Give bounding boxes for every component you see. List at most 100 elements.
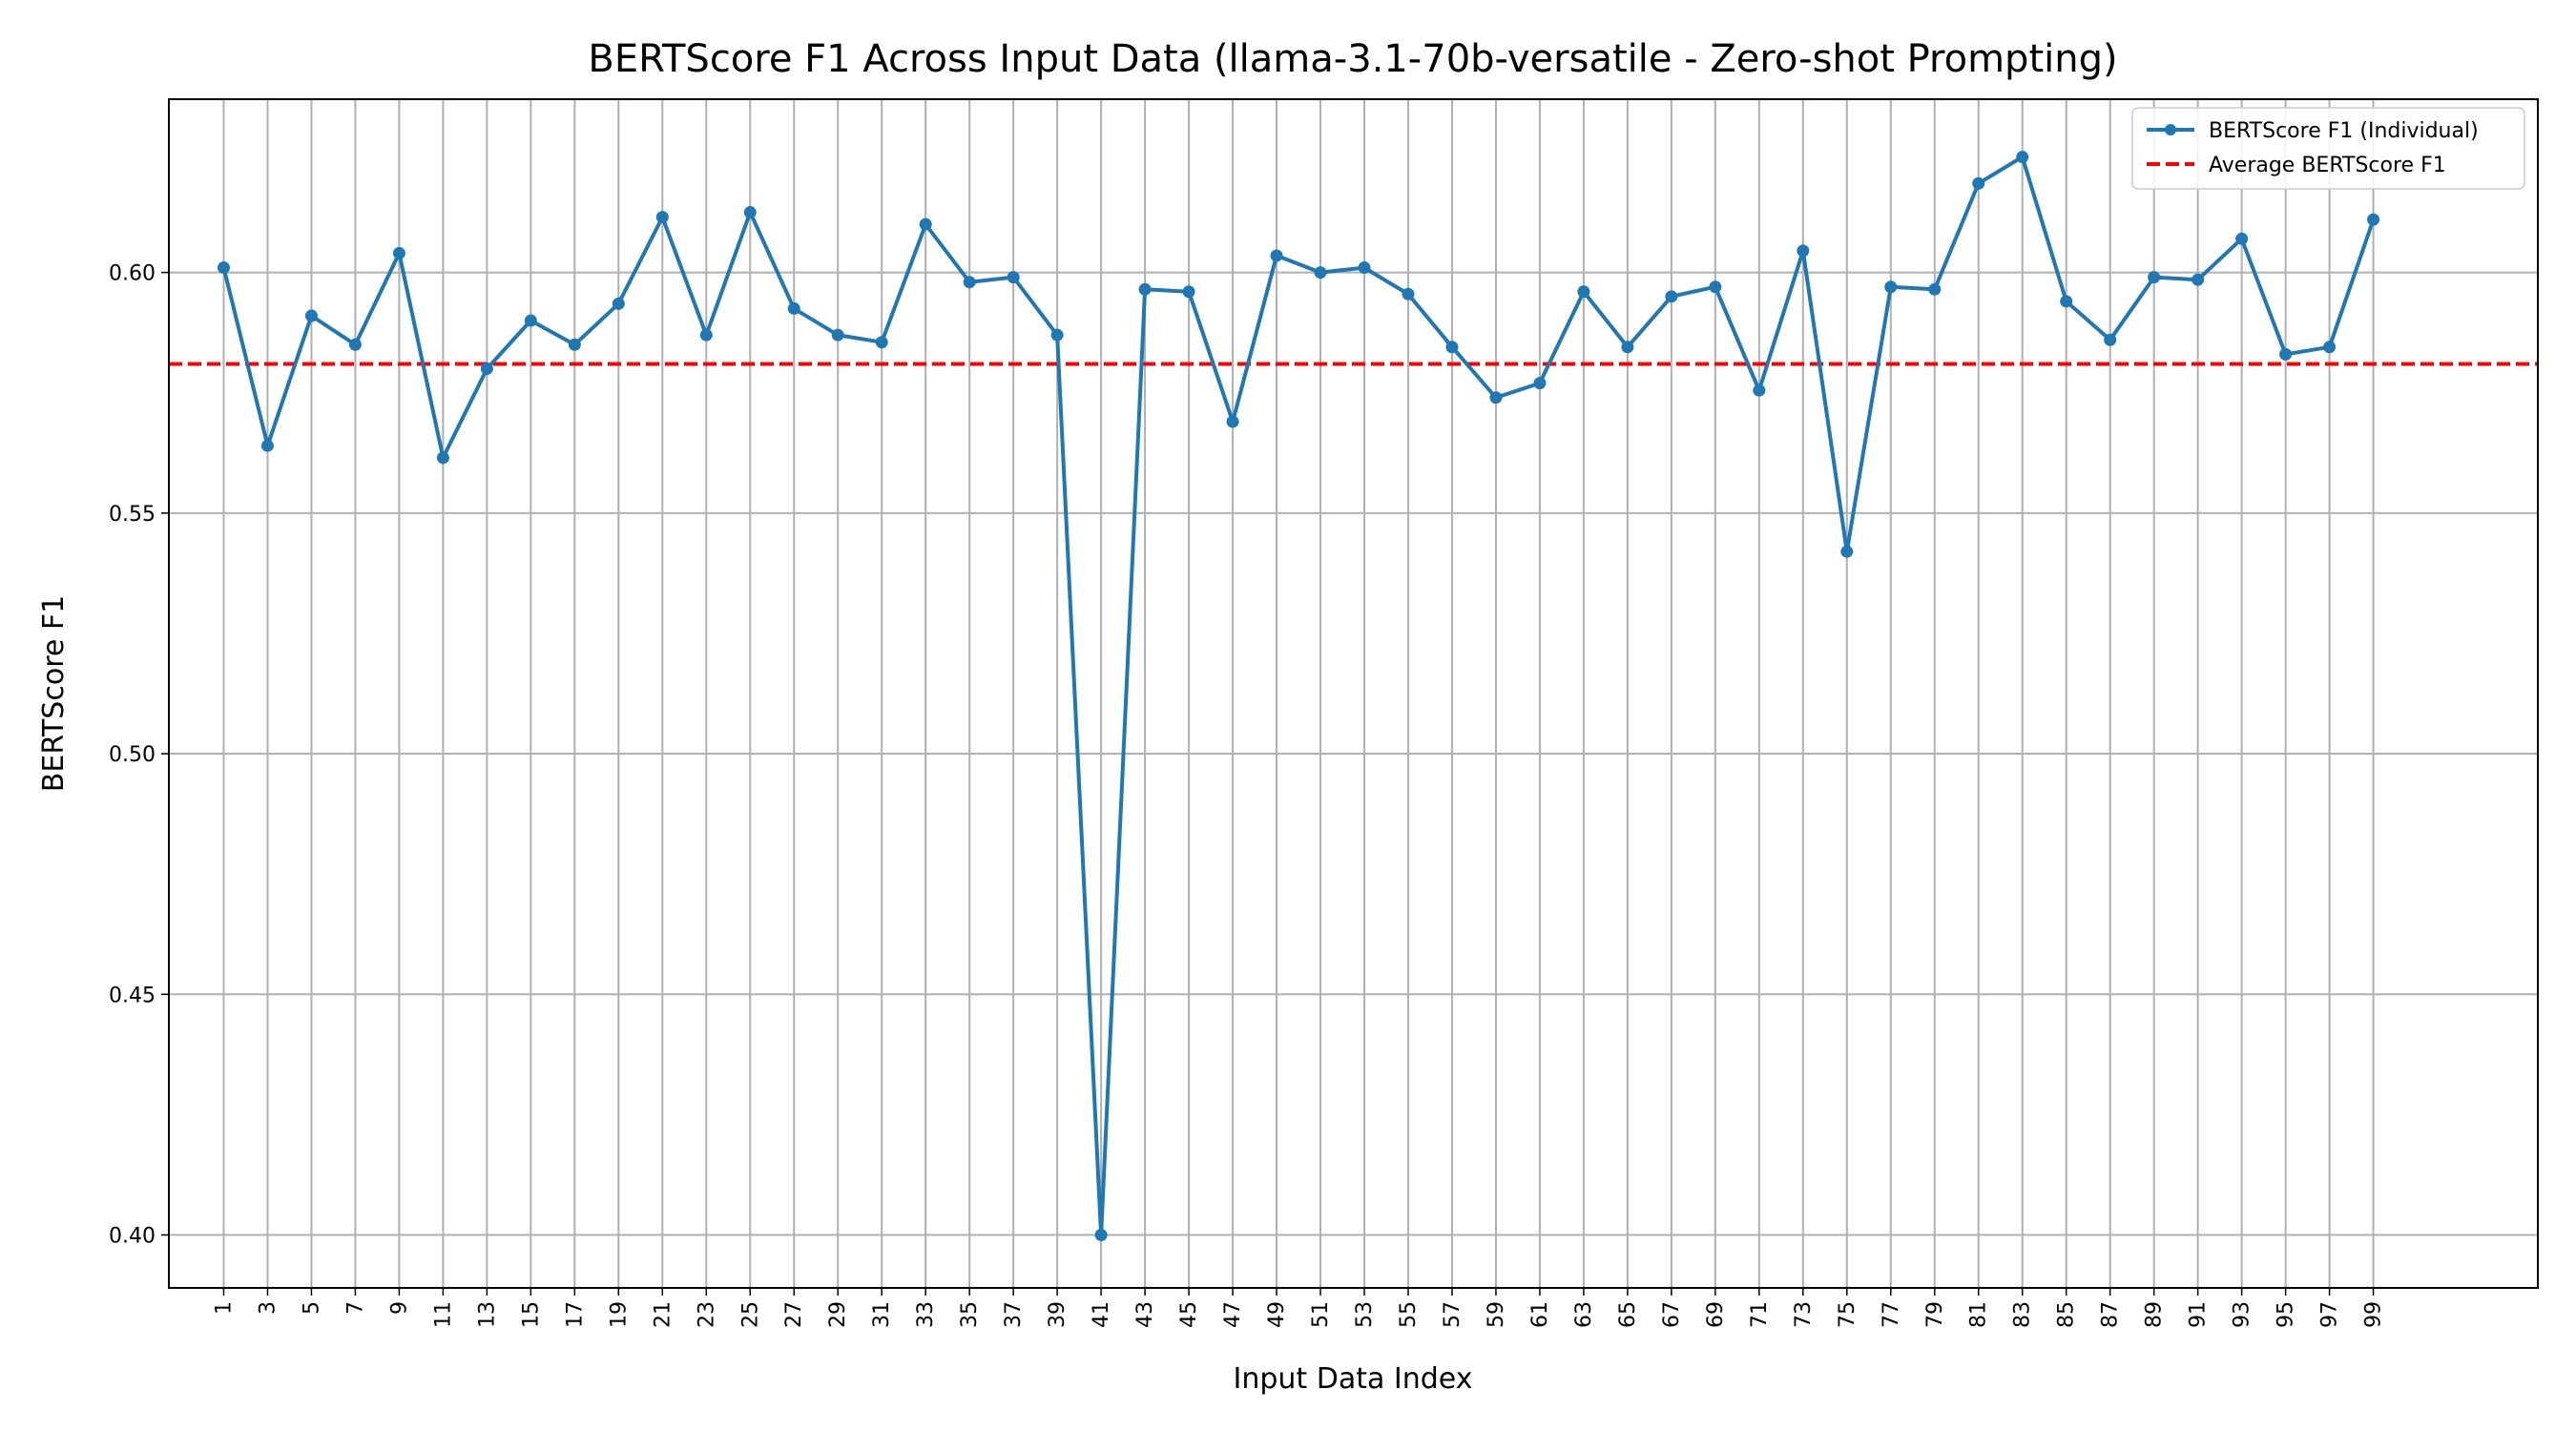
x-tick-label: 23 <box>695 1301 718 1328</box>
data-point <box>1840 545 1854 558</box>
x-tick-label: 81 <box>1967 1301 1991 1328</box>
x-tick-label: 99 <box>2362 1301 2386 1328</box>
x-tick-label: 5 <box>300 1301 323 1315</box>
data-point <box>787 301 800 315</box>
x-tick-label: 43 <box>1133 1301 1157 1328</box>
data-point <box>260 439 274 452</box>
x-tick-label: 67 <box>1660 1301 1684 1328</box>
x-tick-label: 15 <box>519 1301 543 1328</box>
data-point <box>1577 285 1590 299</box>
y-tick-label: 0.50 <box>109 743 156 767</box>
data-point <box>919 218 932 231</box>
data-point <box>1489 391 1503 404</box>
data-point <box>2016 151 2029 164</box>
legend-label-individual: BERTScore F1 (Individual) <box>2209 119 2479 143</box>
x-tick-label: 41 <box>1090 1301 1113 1328</box>
x-tick-label: 49 <box>1265 1301 1289 1328</box>
x-axis-ticks: 1 3 5 7 9 11 13 15 17 19 21 23 25 27 29 31 33 35 37 39 41 43 4… <box>212 1288 2386 1328</box>
x-tick-label: 33 <box>914 1301 938 1328</box>
data-point <box>2060 295 2073 308</box>
x-tick-label: 57 <box>1441 1301 1465 1328</box>
x-tick-label: 29 <box>826 1301 850 1328</box>
x-tick-label: 7 <box>343 1301 367 1315</box>
data-point <box>1972 176 1985 190</box>
x-tick-label: 31 <box>870 1301 894 1328</box>
data-point <box>2279 347 2293 361</box>
data-point <box>2235 232 2249 245</box>
data-point <box>1314 266 1327 280</box>
data-point <box>1138 282 1152 296</box>
x-tick-label: 1 <box>212 1301 236 1315</box>
data-point <box>1709 280 1722 294</box>
x-tick-label: 93 <box>2231 1301 2254 1328</box>
x-tick-label: 55 <box>1397 1301 1421 1328</box>
data-point <box>2367 213 2380 226</box>
x-tick-label: 83 <box>2011 1301 2035 1328</box>
plot-frame <box>168 98 2539 1289</box>
series-layer <box>217 151 2380 1242</box>
data-point <box>217 261 230 275</box>
x-tick-label: 87 <box>2099 1301 2123 1328</box>
legend-label-average: Average BERTScore F1 <box>2209 154 2446 177</box>
x-tick-label: 89 <box>2143 1301 2167 1328</box>
data-point <box>1182 285 1195 299</box>
x-axis-label: Input Data Index <box>1234 1362 1473 1396</box>
data-point <box>2104 333 2117 346</box>
x-tick-label: 11 <box>431 1301 455 1328</box>
x-tick-label: 69 <box>1704 1301 1728 1328</box>
data-point <box>1665 290 1678 303</box>
x-tick-label: 53 <box>1353 1301 1377 1328</box>
x-tick-label: 71 <box>1748 1301 1772 1328</box>
data-point <box>2148 271 2161 284</box>
data-point <box>1621 341 1634 354</box>
y-axis-label: BERTScore F1 <box>37 595 71 792</box>
x-tick-label: 9 <box>387 1301 411 1315</box>
x-tick-label: 37 <box>1002 1301 1026 1328</box>
x-tick-label: 19 <box>607 1301 631 1328</box>
data-point <box>304 309 318 322</box>
data-point <box>699 328 713 342</box>
x-tick-label: 51 <box>1309 1301 1333 1328</box>
data-point <box>1226 415 1239 428</box>
x-tick-label: 3 <box>256 1301 280 1315</box>
series-line-individual <box>221 155 2376 1237</box>
data-point <box>436 451 449 465</box>
data-point <box>743 206 757 219</box>
x-tick-label: 85 <box>2055 1301 2079 1328</box>
data-point <box>1928 282 1942 296</box>
x-tick-label: 35 <box>958 1301 982 1328</box>
x-tick-label: 65 <box>1616 1301 1640 1328</box>
grid-lines <box>169 99 2538 1288</box>
data-point <box>1445 341 1459 354</box>
data-point <box>963 276 976 289</box>
data-point <box>1797 244 1810 258</box>
data-point <box>655 211 669 224</box>
data-point <box>875 336 888 349</box>
x-tick-label: 79 <box>1923 1301 1947 1328</box>
data-point <box>568 338 581 351</box>
x-tick-label: 45 <box>1177 1301 1201 1328</box>
legend: BERTScore F1 (Individual) Average BERTSc… <box>2131 107 2525 190</box>
data-point <box>2323 341 2337 354</box>
legend-box <box>2131 107 2525 190</box>
data-point <box>524 314 537 327</box>
y-tick-label: 0.60 <box>109 262 156 286</box>
chart-title: BERTScore F1 Across Input Data (llama-3.… <box>588 37 2117 81</box>
data-point <box>2192 273 2205 286</box>
data-point <box>348 338 362 351</box>
x-tick-label: 61 <box>1528 1301 1552 1328</box>
y-axis-ticks: 0.40 0.45 0.50 0.55 0.60 <box>109 262 169 1249</box>
data-point <box>1007 271 1020 284</box>
y-tick-label: 0.45 <box>109 984 156 1007</box>
data-point <box>1270 249 1283 262</box>
x-tick-label: 47 <box>1221 1301 1245 1328</box>
x-tick-label: 17 <box>563 1301 587 1328</box>
y-tick-label: 0.55 <box>109 503 156 527</box>
data-point <box>392 246 405 259</box>
data-point <box>1050 328 1064 342</box>
x-tick-label: 59 <box>1485 1301 1508 1328</box>
x-tick-label: 13 <box>475 1301 499 1328</box>
data-point <box>1753 384 1766 397</box>
x-tick-label: 39 <box>1046 1301 1070 1328</box>
